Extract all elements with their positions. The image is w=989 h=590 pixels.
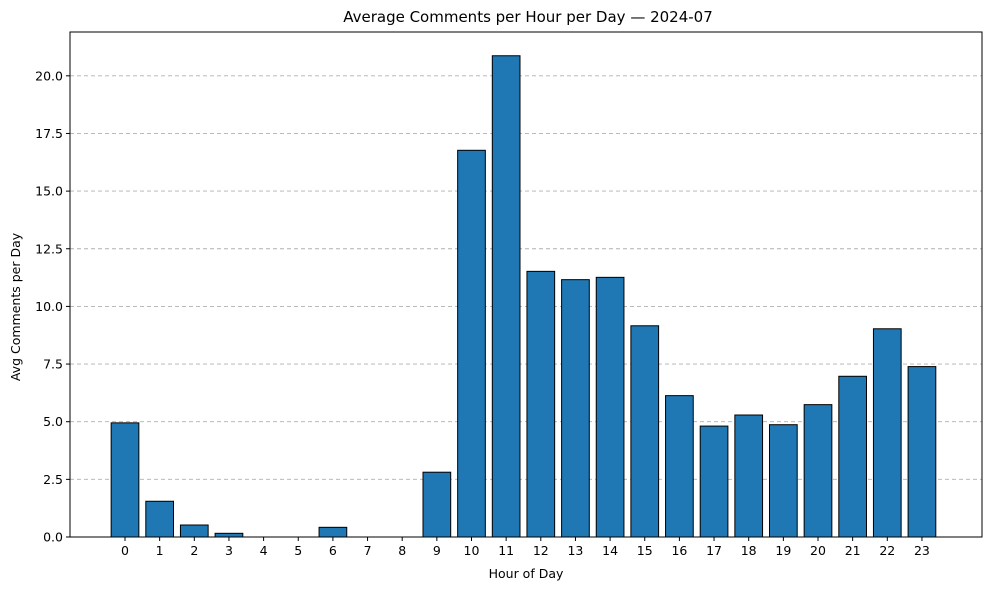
y-tick-label: 2.5 xyxy=(43,472,63,487)
bar xyxy=(491,55,521,538)
x-tick-label: 19 xyxy=(775,543,791,558)
bars xyxy=(110,55,937,538)
x-tick-label: 10 xyxy=(464,543,480,558)
x-axis: 0 1 2 3 4 5 6 7 8 9 10 11 12 13 14 15 16 17 18 19 20 21 22 23 xyxy=(121,537,930,558)
x-tick-label: 1 xyxy=(156,543,164,558)
y-tick-label: 7.5 xyxy=(43,357,63,372)
x-tick-label: 12 xyxy=(533,543,549,558)
x-tick-label: 15 xyxy=(637,543,653,558)
x-tick-label: 3 xyxy=(225,543,233,558)
x-axis-label: Hour of Day xyxy=(489,566,564,581)
x-tick-label: 18 xyxy=(741,543,757,558)
bar xyxy=(630,325,660,538)
x-tick-label: 8 xyxy=(398,543,406,558)
bar xyxy=(561,279,590,538)
y-axis: 0.0 2.5 5.0 7.5 10.0 12.5 15.0 17.5 20.0 xyxy=(35,68,70,545)
x-tick-label: 11 xyxy=(498,543,514,558)
bar xyxy=(145,500,175,538)
plot-frame xyxy=(69,31,983,538)
bar xyxy=(803,404,833,538)
bar xyxy=(665,395,694,538)
bar xyxy=(699,425,729,538)
bar xyxy=(214,532,244,538)
bar xyxy=(526,270,556,538)
x-tick-label: 21 xyxy=(845,543,861,558)
bar xyxy=(769,424,798,538)
x-tick-label: 2 xyxy=(190,543,198,558)
bar xyxy=(318,526,348,538)
x-tick-label: 9 xyxy=(433,543,441,558)
y-tick-label: 5.0 xyxy=(43,414,63,429)
y-tick-label: 20.0 xyxy=(35,68,63,83)
x-tick-label: 14 xyxy=(602,543,618,558)
x-tick-label: 7 xyxy=(364,543,372,558)
bar xyxy=(595,276,625,538)
bar xyxy=(457,149,486,538)
y-tick-label: 0.0 xyxy=(43,530,63,545)
x-tick-label: 23 xyxy=(914,543,930,558)
y-tick-label: 17.5 xyxy=(35,126,63,141)
y-tick-label: 15.0 xyxy=(35,184,63,199)
bar xyxy=(872,328,902,538)
chart-title: Average Comments per Hour per Day — 2024… xyxy=(343,8,713,26)
x-tick-label: 13 xyxy=(567,543,583,558)
bar xyxy=(179,524,209,538)
x-tick-label: 16 xyxy=(671,543,687,558)
x-tick-label: 20 xyxy=(810,543,826,558)
y-tick-label: 10.0 xyxy=(35,299,63,314)
y-axis-label: Avg Comments per Day xyxy=(8,232,23,381)
bar xyxy=(907,366,937,538)
bar xyxy=(734,414,764,538)
x-tick-label: 0 xyxy=(121,543,129,558)
x-tick-label: 4 xyxy=(260,543,268,558)
bar xyxy=(838,375,867,538)
x-tick-label: 6 xyxy=(329,543,337,558)
x-tick-label: 5 xyxy=(294,543,302,558)
x-tick-label: 22 xyxy=(879,543,895,558)
x-tick-label: 17 xyxy=(706,543,722,558)
bar xyxy=(110,422,140,538)
y-tick-label: 12.5 xyxy=(35,241,63,256)
bar xyxy=(422,471,452,538)
